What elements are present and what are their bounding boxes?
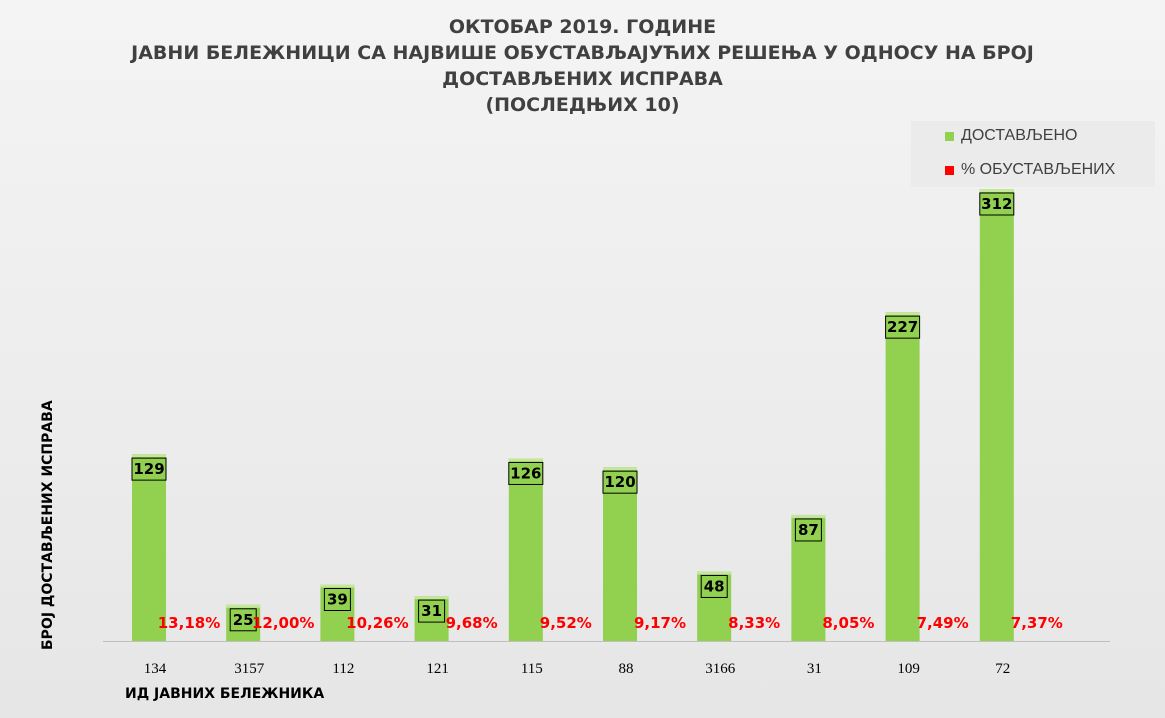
bar-data-label: 25: [233, 611, 254, 629]
percent-data-label: 9,68%: [446, 614, 498, 632]
legend-label-suspended: % ОБУСТАВЉЕНИХ: [961, 161, 1116, 178]
percent-data-label: 8,05%: [822, 614, 874, 632]
bar-top-highlight: [226, 604, 261, 608]
bar-data-label: 227: [887, 318, 918, 336]
bar-top-highlight: [132, 454, 166, 458]
bar-data-label-box: [418, 599, 446, 623]
bar-top-highlight: [791, 514, 826, 518]
legend-item-delivered: ДОСТАВЉЕНО: [945, 127, 1077, 145]
percent-data-label: 7,49%: [917, 614, 969, 632]
x-axis-label: ИД ЈАВНИХ БЕЛЕЖНИКА: [125, 686, 325, 702]
title-line-3: ДОСТАВЉЕНИХ ИСПРАВА: [442, 68, 723, 90]
percent-data-label: 13,18%: [158, 614, 220, 632]
title-line-4: (ПОСЛЕДЊИХ 10): [485, 94, 680, 116]
bar-data-label-box: [979, 192, 1015, 216]
x-tick-label: 134: [144, 661, 167, 677]
bar-top-highlight: [414, 596, 449, 600]
bar-delivered: [885, 312, 920, 641]
bar-data-label-box: [885, 315, 921, 339]
bar-delivered: [132, 454, 166, 641]
bar-data-label: 129: [133, 460, 164, 478]
legend: ДОСТАВЉЕНО % ОБУСТАВЉЕНИХ: [911, 121, 1155, 187]
x-tick-label: 115: [521, 661, 543, 677]
percent-data-label: 10,26%: [346, 614, 408, 632]
title-line-1: ОКТОБАР 2019. ГОДИНЕ: [448, 16, 717, 38]
x-tick-label: 3157: [234, 661, 265, 677]
legend-label-delivered: ДОСТАВЉЕНО: [961, 127, 1078, 144]
legend-item-suspended: % ОБУСТАВЉЕНИХ: [945, 161, 1115, 179]
x-tick-label: 3166: [705, 661, 736, 677]
bar-data-label: 120: [604, 473, 635, 491]
legend-swatch-delivered: [945, 131, 954, 141]
bar-top-highlight: [697, 571, 732, 575]
bar-data-label-box: [229, 608, 257, 632]
x-tick-label: 112: [332, 661, 354, 677]
bar-data-label-box: [323, 588, 351, 611]
bar-delivered: [508, 458, 543, 641]
bar-data-label: 39: [327, 591, 348, 609]
percent-data-label: 7,37%: [1011, 614, 1063, 632]
bar-top-highlight: [320, 584, 355, 588]
bar-top-highlight: [885, 312, 920, 316]
bar-top-highlight: [979, 189, 1014, 192]
x-tick-label: 109: [897, 661, 920, 677]
chart-title: ОКТОБАР 2019. ГОДИНЕ ЈАВНИ БЕЛЕЖНИЦИ СА …: [0, 14, 1165, 118]
bar-data-label: 126: [510, 464, 541, 482]
percent-data-label: 9,52%: [540, 614, 592, 632]
bar-delivered: [603, 467, 637, 641]
bar-data-label-box: [794, 518, 822, 542]
percent-data-label: 8,33%: [728, 614, 780, 632]
y-axis-label: БРОЈ ДОСТАВЉЕНИХ ИСПРАВА: [40, 400, 56, 650]
bar-data-label-box: [131, 457, 167, 481]
bar-data-label: 87: [798, 521, 819, 539]
bar-data-label: 48: [704, 577, 725, 595]
bar-top-highlight: [508, 458, 543, 462]
bar-data-label-box: [508, 461, 544, 485]
x-tick-label: 121: [426, 661, 449, 677]
percent-data-label: 12,00%: [252, 614, 314, 632]
bar-data-label-box: [602, 470, 638, 494]
x-tick-label: 31: [807, 661, 822, 677]
title-line-2: ЈАВНИ БЕЛЕЖНИЦИ СА НАЈВИШЕ ОБУСТАВЉАЈУЋИ…: [131, 42, 1034, 64]
percent-data-label: 9,17%: [634, 614, 686, 632]
bar-delivered: [979, 189, 1014, 641]
bar-data-label: 31: [421, 602, 442, 620]
bar-data-label-box: [700, 574, 728, 598]
bar-top-highlight: [603, 467, 637, 471]
x-tick-label: 88: [619, 661, 634, 677]
legend-swatch-suspended: [945, 165, 954, 175]
bar-data-label: 312: [981, 195, 1012, 213]
x-tick-label: 72: [995, 661, 1010, 677]
